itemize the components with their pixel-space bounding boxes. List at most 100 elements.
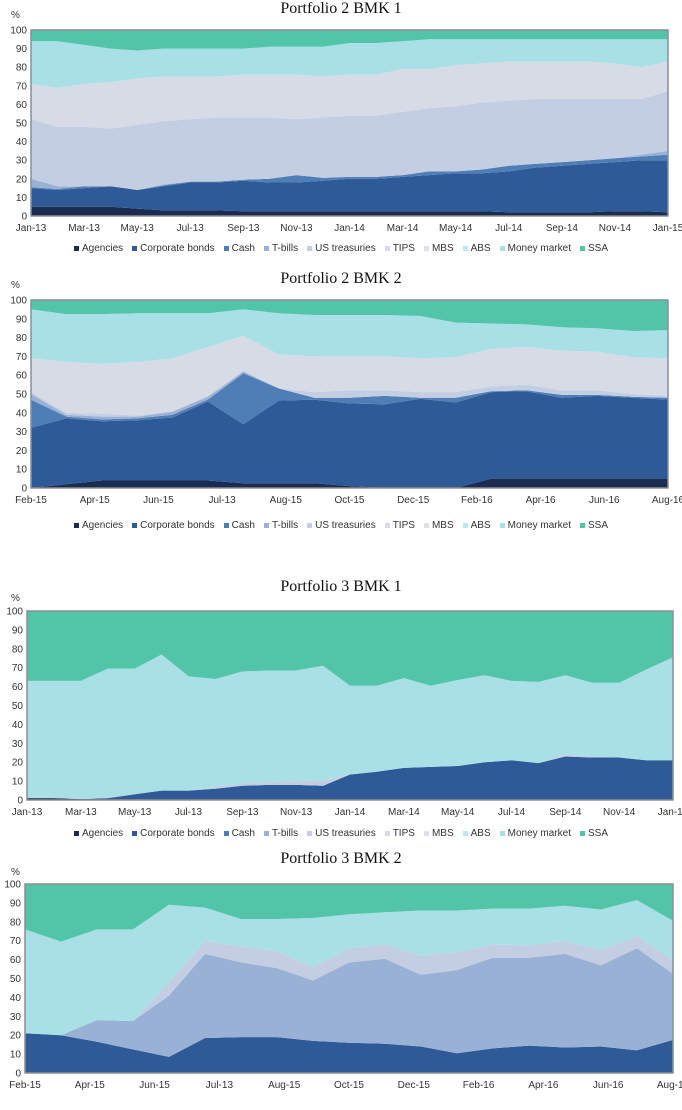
area-series-ssa (31, 30, 668, 51)
legend-item: SSA (579, 520, 608, 531)
legend-swatch (499, 246, 505, 251)
legend-swatch (223, 246, 229, 251)
legend-item: US treasuries (307, 828, 376, 839)
x-tick-label: Sep-14 (549, 807, 582, 818)
x-tick-label: Aug-15 (268, 1080, 301, 1091)
x-tick-label: Sep-13 (226, 807, 259, 818)
legend-label: Money market (507, 828, 571, 839)
legend-swatch (499, 523, 505, 528)
legend-label: Cash (231, 520, 255, 531)
x-tick-label: Mar-14 (388, 807, 420, 818)
legend-swatch (307, 831, 313, 836)
legend-label: Corporate bonds (140, 520, 215, 531)
x-tick-label: Jan-13 (12, 807, 43, 818)
x-tick-label: Apr-16 (526, 495, 556, 506)
legend-label: Cash (231, 828, 255, 839)
x-tick-label: Jun-15 (139, 1080, 170, 1091)
y-tick-label: 30 (12, 739, 24, 750)
legend-label: ABS (470, 828, 491, 839)
legend-item: ABS (462, 520, 491, 531)
y-tick-label: 70 (10, 936, 22, 947)
legend-item: Agencies (74, 520, 123, 531)
legend-swatch (74, 831, 79, 836)
legend-swatch (264, 246, 269, 251)
legend-label: MBS (431, 520, 454, 531)
legend-item: T-bills (264, 243, 298, 254)
legend-item: US treasuries (307, 520, 376, 531)
x-tick-label: Dec-15 (398, 1080, 431, 1091)
legend-label: TIPS (392, 828, 415, 839)
legend-item: ABS (462, 828, 491, 839)
legend-swatch (579, 831, 585, 836)
legend-label: T-bills (272, 828, 299, 839)
area-series-agencies (31, 206, 668, 216)
chart-plot: 0 10 20 30 40 50 60 70 80 90 100 Jan-13 Mar-13 May-13… (10, 26, 682, 235)
y-tick-label: 90 (12, 625, 24, 636)
y-tick-label: 90 (16, 44, 28, 55)
legend-label: TIPS (392, 243, 415, 254)
legend-swatch (423, 523, 429, 528)
y-tick-label: 40 (16, 408, 28, 419)
area-series-money-market (27, 654, 673, 800)
y-tick-label: 30 (16, 427, 28, 438)
y-tick-label: 10 (16, 193, 28, 204)
y-tick-label: 30 (10, 1012, 22, 1023)
chart-legend: Agencies Corporate bonds Cash T-bills US tre… (0, 520, 682, 531)
legend-label: Agencies (82, 828, 124, 839)
legend-swatch (384, 246, 390, 251)
legend-label: Money market (507, 520, 571, 531)
area-series-corporate-bonds (31, 391, 668, 488)
x-tick-label: Feb-15 (15, 495, 47, 506)
y-tick-label: 50 (10, 974, 22, 985)
chart-legend: Agencies Corporate bonds Cash T-bills US tre… (0, 243, 682, 254)
area-series-t-bills (25, 948, 673, 1057)
x-tick-label: Feb-15 (9, 1080, 41, 1091)
legend-item: Agencies (74, 828, 123, 839)
x-tick-label: Jul-13 (177, 223, 205, 234)
plot-frame (24, 883, 674, 1074)
y-tick-label: 90 (16, 314, 28, 325)
area-series-money-market (31, 39, 668, 88)
stacked-area-chart: Portfolio 3 BMK 1% 0 10 20 30 40 50 60 70 80 90 100… (0, 578, 682, 839)
area-series-ssa (31, 300, 668, 331)
area-series-money-market (31, 309, 668, 364)
x-tick-label: Aug-16 (652, 495, 682, 506)
legend-swatch (223, 523, 229, 528)
x-tick-label: Feb-16 (463, 1080, 495, 1091)
area-series-us-treasuries (25, 936, 673, 1036)
legend-item: Money market (499, 828, 571, 839)
x-tick-label: Jul-13 (208, 495, 236, 506)
x-tick-label: Feb-16 (461, 495, 493, 506)
y-tick-label: 70 (12, 663, 24, 674)
legend-swatch (132, 831, 138, 836)
y-axis-unit: % (11, 867, 20, 878)
legend-label: T-bills (272, 520, 299, 531)
legend-swatch (462, 523, 468, 528)
y-tick-label: 0 (21, 484, 27, 495)
y-tick-label: 20 (12, 758, 24, 769)
area-series-corporate-bonds (25, 1033, 673, 1073)
x-tick-label: Nov-13 (280, 223, 313, 234)
chart-plot: 0 10 20 30 40 50 60 70 80 90 100 Feb-15 Apr-15 Jun-15… (4, 880, 682, 1092)
y-tick-label: 100 (4, 880, 21, 891)
legend-label: Corporate bonds (140, 828, 215, 839)
legend-swatch (579, 246, 585, 251)
x-tick-label: Sep-14 (546, 223, 579, 234)
legend-item: T-bills (264, 828, 298, 839)
chart-plot: 0 10 20 30 40 50 60 70 80 90 100 Jan-13 Mar-13 May-13… (6, 607, 682, 819)
x-tick-label: Nov-14 (599, 223, 632, 234)
y-tick-label: 60 (16, 100, 28, 111)
y-tick-label: 40 (16, 137, 28, 148)
x-tick-label: Jan-14 (335, 807, 366, 818)
legend-swatch (74, 523, 79, 528)
y-tick-label: 30 (16, 156, 28, 167)
legend-item: Agencies (74, 243, 123, 254)
x-tick-label: Jun-16 (593, 1080, 624, 1091)
chart-title: Portfolio 2 BMK 1 (280, 0, 402, 17)
legend-item: US treasuries (307, 243, 376, 254)
legend-item: Cash (223, 828, 255, 839)
legend-swatch (307, 246, 313, 251)
area-series-ssa (27, 611, 673, 686)
legend-item: SSA (579, 828, 608, 839)
legend-label: SSA (587, 520, 608, 531)
